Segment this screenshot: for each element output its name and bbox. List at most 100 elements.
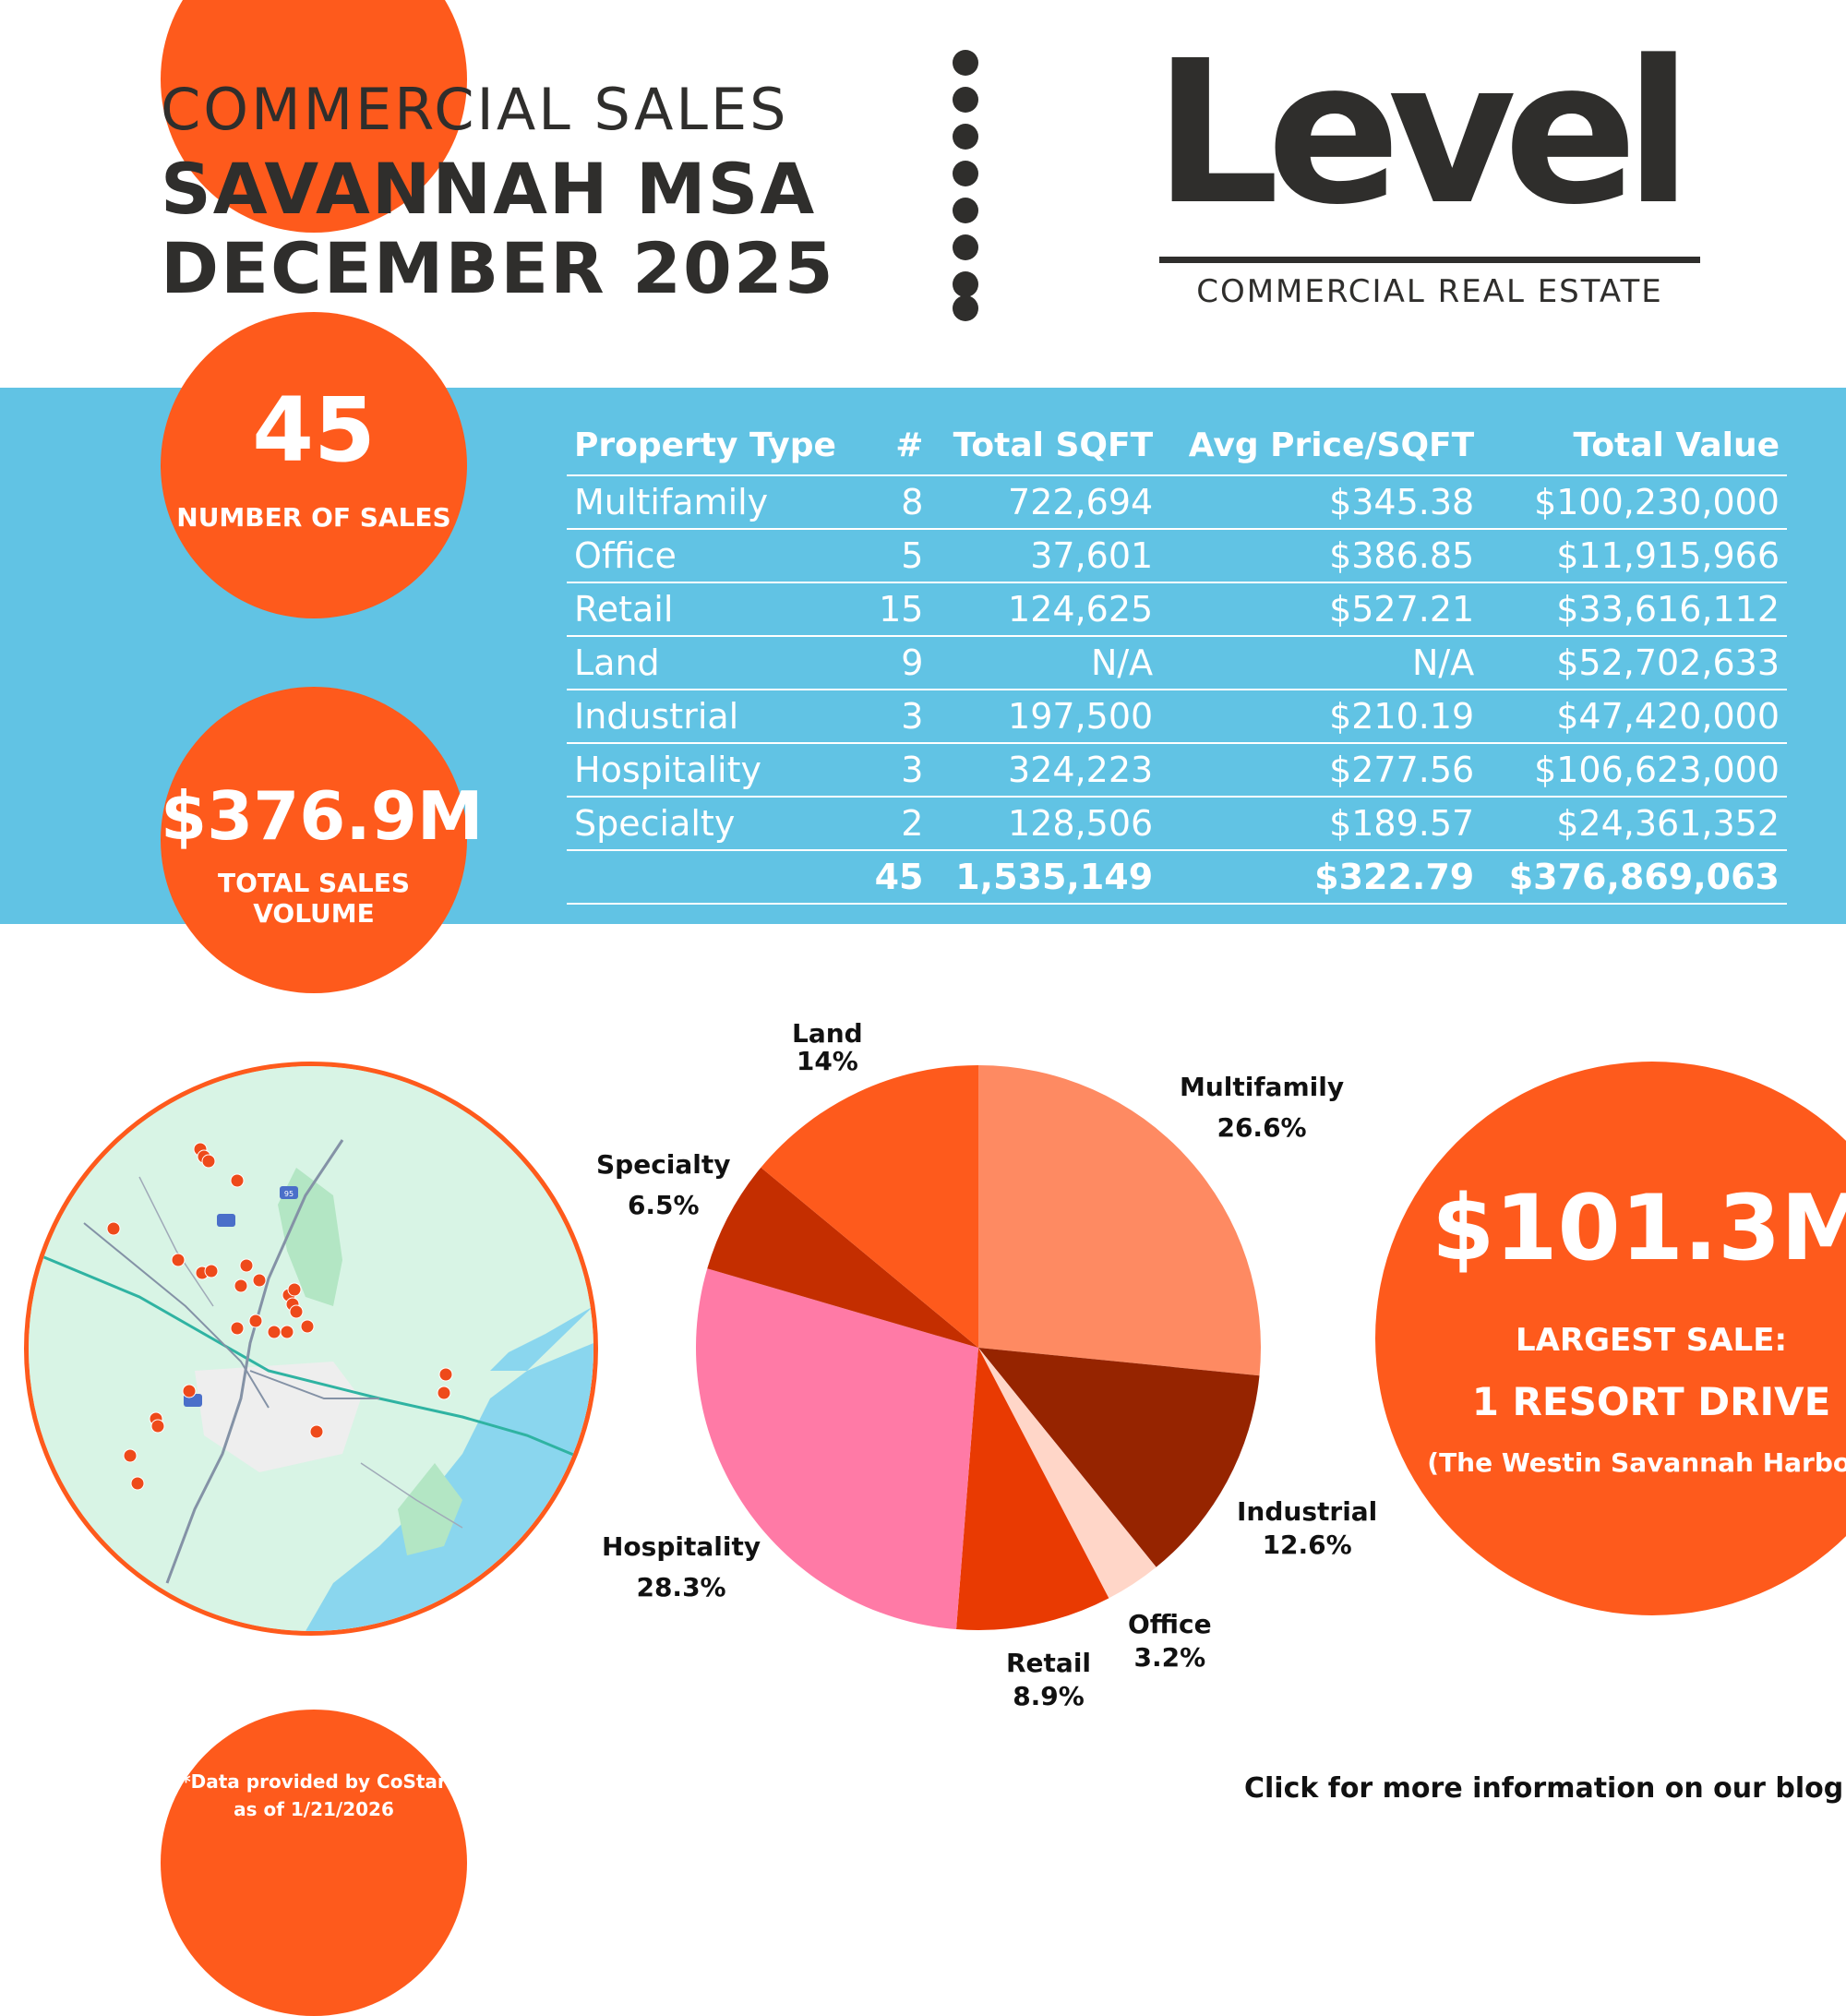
cell-sqft: N/A xyxy=(930,636,1161,690)
cell-total-value: $106,623,000 xyxy=(1481,743,1787,798)
number-of-sales-label: NUMBER OF SALES xyxy=(176,502,451,533)
pie-label-hospitality-value: 28.3% xyxy=(636,1572,726,1602)
pie-slice-hospitality xyxy=(696,1268,978,1630)
number-of-sales-value: 45 xyxy=(252,378,376,482)
cell-sqft: 197,500 xyxy=(930,690,1161,744)
pie-label-office: Office 3.2% xyxy=(1128,1604,1212,1678)
total-volume-circle: $376.9M TOTAL SALES VOLUME xyxy=(161,687,484,993)
largest-sale-amount: $101.3M xyxy=(1432,1176,1846,1281)
cell-count: 2 xyxy=(862,797,931,851)
pie-label-multifamily: Multifamily 26.6% xyxy=(1180,1067,1344,1148)
title-line-2: SAVANNAH MSA xyxy=(161,148,817,230)
table-row: Office 5 37,601 $386.85 $11,915,966 xyxy=(567,529,1787,583)
pie-label-office-value: 3.2% xyxy=(1133,1642,1206,1673)
pie-label-specialty: Specialty 6.5% xyxy=(596,1145,731,1226)
logo-tagline: COMMERCIAL REAL ESTATE xyxy=(1196,273,1663,310)
blog-link[interactable]: Click for more information on our blog. xyxy=(1244,1772,1846,1805)
cell-type: Land xyxy=(567,636,863,690)
total-volume-label: TOTAL SALES VOLUME xyxy=(217,868,411,929)
pie-slice-specialty xyxy=(707,1167,978,1348)
pie-label-industrial-name: Industrial xyxy=(1237,1496,1378,1527)
sales-map[interactable]: 95 xyxy=(24,1062,598,1636)
sales-table: Property Type # Total SQFT Avg Price/SQF… xyxy=(567,415,1787,905)
pie-label-hospitality: Hospitality 28.3% xyxy=(602,1527,761,1608)
logo-wordmark: Level xyxy=(1154,18,1692,248)
cell-avg-price: $210.19 xyxy=(1160,690,1482,744)
number-of-sales-circle: 45 NUMBER OF SALES xyxy=(161,312,467,618)
table-row: Land 9 N/A N/A $52,702,633 xyxy=(567,636,1787,690)
table-header-row: Property Type # Total SQFT Avg Price/SQF… xyxy=(567,415,1787,476)
largest-sale-circle: $101.3M LARGEST SALE: 1 RESORT DRIVE (Th… xyxy=(1375,1062,1846,1615)
cell-avg-price: $386.85 xyxy=(1160,529,1482,583)
cell-total-value: $33,616,112 xyxy=(1481,582,1787,637)
pie-slice-office xyxy=(978,1348,1157,1599)
cell-sqft: 722,694 xyxy=(930,475,1161,530)
source-line-2: as of 1/21/2026 xyxy=(234,1798,394,1820)
cell-total-value: $100,230,000 xyxy=(1481,475,1787,530)
source-line-1: *Data provided by CoStar xyxy=(181,1770,447,1793)
pie-slice-land xyxy=(761,1065,978,1348)
total-cell-avg-price: $322.79 xyxy=(1160,850,1482,905)
largest-sale-text: $101.3M LARGEST SALE: 1 RESORT DRIVE (Th… xyxy=(1375,1062,1846,1615)
table-row: Multifamily 8 722,694 $345.38 $100,230,0… xyxy=(567,475,1787,530)
map-graphic: 95 xyxy=(29,1066,593,1631)
table-row: Specialty 2 128,506 $189.57 $24,361,352 xyxy=(567,797,1787,851)
cell-total-value: $24,361,352 xyxy=(1481,797,1787,851)
cell-total-value: $47,420,000 xyxy=(1481,690,1787,744)
pie-label-office-name: Office xyxy=(1128,1609,1212,1639)
header-property-type: Property Type xyxy=(567,415,863,476)
pie-label-retail: Retail 8.9% xyxy=(1006,1643,1091,1717)
table-total-row: 45 1,535,149 $322.79 $376,869,063 xyxy=(567,850,1787,905)
cell-avg-price: N/A xyxy=(1160,636,1482,690)
cell-count: 5 xyxy=(862,529,931,583)
cell-type: Specialty xyxy=(567,797,863,851)
cell-avg-price: $277.56 xyxy=(1160,743,1482,798)
header-total-sqft: Total SQFT xyxy=(930,415,1161,476)
header-avg-price: Avg Price/SQFT xyxy=(1160,415,1482,476)
largest-sale-property: (The Westin Savannah Harbor) xyxy=(1427,1447,1846,1478)
cell-total-value: $11,915,966 xyxy=(1481,529,1787,583)
largest-sale-label: LARGEST SALE: xyxy=(1515,1322,1788,1359)
cell-count: 3 xyxy=(862,743,931,798)
cell-count: 3 xyxy=(862,690,931,744)
property-type-pie-chart xyxy=(696,1065,1261,1630)
pie-slice-industrial xyxy=(978,1348,1260,1567)
level-logo[interactable]: Level COMMERCIAL REAL ESTATE xyxy=(1154,28,1700,314)
pie-label-land: Land 14% xyxy=(792,1014,863,1082)
cell-type: Retail xyxy=(567,582,863,637)
table-row: Retail 15 124,625 $527.21 $33,616,112 xyxy=(567,582,1787,637)
cell-count: 8 xyxy=(862,475,931,530)
total-volume-value: $376.9M xyxy=(161,777,484,855)
cell-sqft: 124,625 xyxy=(930,582,1161,637)
pie-label-specialty-name: Specialty xyxy=(596,1149,731,1180)
cell-count: 15 xyxy=(862,582,931,637)
cell-count: 9 xyxy=(862,636,931,690)
cell-total-value: $52,702,633 xyxy=(1481,636,1787,690)
pie-label-retail-value: 8.9% xyxy=(1013,1681,1085,1711)
pie-label-land-name: Land xyxy=(792,1018,863,1049)
total-cell-total-value: $376,869,063 xyxy=(1481,850,1787,905)
pie-label-specialty-value: 6.5% xyxy=(627,1190,700,1220)
cell-type: Multifamily xyxy=(567,475,863,530)
total-cell-count: 45 xyxy=(862,850,931,905)
pie-label-industrial-value: 12.6% xyxy=(1262,1530,1352,1560)
cell-type: Industrial xyxy=(567,690,863,744)
pie-label-multifamily-name: Multifamily xyxy=(1180,1072,1345,1102)
header-total-value: Total Value xyxy=(1481,415,1787,476)
total-cell-type xyxy=(567,850,863,905)
title-line-3: DECEMBER 2025 xyxy=(161,227,835,309)
cell-sqft: 128,506 xyxy=(930,797,1161,851)
cell-type: Hospitality xyxy=(567,743,863,798)
map-highway-label: 95 xyxy=(284,1190,294,1198)
pie-label-hospitality-name: Hospitality xyxy=(602,1531,761,1562)
table-row: Hospitality 3 324,223 $277.56 $106,623,0… xyxy=(567,743,1787,798)
pie-slice-retail xyxy=(956,1348,1109,1630)
total-cell-sqft: 1,535,149 xyxy=(930,850,1161,905)
title-line-1: COMMERCIAL SALES xyxy=(161,76,789,143)
cell-type: Office xyxy=(567,529,863,583)
source-circle: *Data provided by CoStar as of 1/21/2026 xyxy=(161,1710,467,2016)
pie-slice-multifamily xyxy=(978,1065,1261,1376)
largest-sale-address: 1 RESORT DRIVE xyxy=(1471,1379,1831,1424)
cell-avg-price: $527.21 xyxy=(1160,582,1482,637)
cell-sqft: 324,223 xyxy=(930,743,1161,798)
